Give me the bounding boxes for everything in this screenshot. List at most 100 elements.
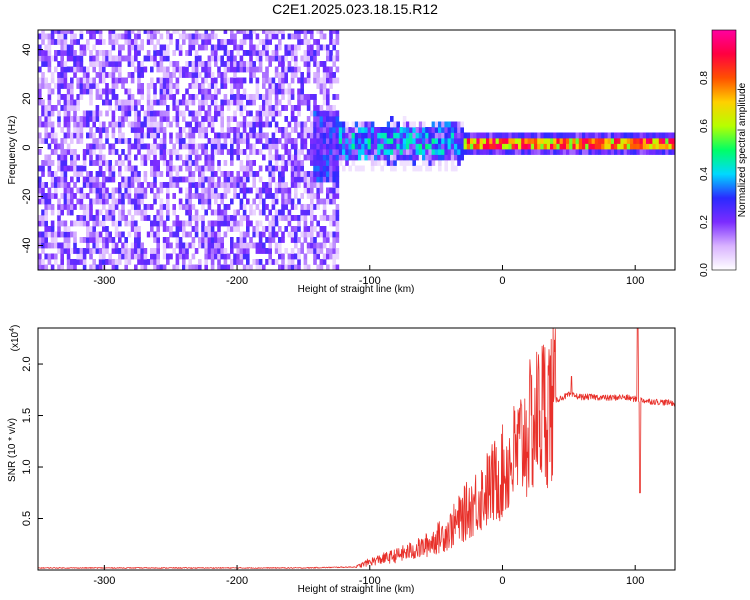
heatmap-cell: [108, 143, 112, 150]
heatmap-cell: [329, 121, 333, 128]
heatmap-cell: [73, 242, 77, 249]
heatmap-cell: [182, 99, 186, 106]
heatmap-cell: [310, 226, 314, 232]
heatmap-cell: [230, 55, 234, 62]
heatmap-cell: [127, 248, 132, 254]
heatmap-cell: [252, 99, 256, 106]
heatmap-cell: [297, 94, 301, 100]
heatmap-cell: [316, 220, 320, 227]
heatmap-cell: [297, 44, 301, 51]
heatmap-cell: [153, 215, 157, 221]
heatmap-cell: [111, 39, 116, 45]
heatmap-cell: [335, 182, 340, 188]
heatmap-cell: [178, 99, 183, 106]
heatmap-cell: [313, 121, 317, 128]
heatmap-cell: [319, 231, 324, 238]
heatmap-cell: [41, 72, 45, 78]
heatmap-cell: [198, 105, 202, 111]
heatmap-cell: [425, 143, 429, 150]
heatmap-cell: [82, 160, 87, 166]
heatmap-cell: [130, 99, 135, 106]
heatmap-cell: [409, 160, 413, 166]
heatmap-cell: [95, 171, 100, 177]
heatmap-cell: [47, 193, 52, 199]
heatmap-cell: [281, 165, 285, 172]
heatmap-cell: [66, 193, 71, 199]
heatmap-cell: [198, 193, 202, 199]
heatmap-cell: [303, 127, 308, 133]
heatmap-cell: [300, 138, 304, 144]
heatmap-cell: [156, 171, 160, 177]
heatmap-cell: [239, 237, 244, 243]
heatmap-cell: [588, 138, 592, 144]
heatmap-cell: [252, 66, 256, 73]
heatmap-cell: [524, 149, 528, 155]
heatmap-cell: [322, 237, 327, 243]
heatmap-cell: [114, 149, 119, 155]
heatmap-cell: [303, 39, 308, 45]
heatmap-cell: [450, 149, 455, 155]
heatmap-cell: [489, 143, 493, 150]
heatmap-cell: [175, 154, 180, 161]
heatmap-cell: [89, 209, 93, 216]
heatmap-cell: [204, 72, 208, 78]
heatmap-cell: [159, 116, 164, 122]
heatmap-cell: [124, 242, 128, 249]
heatmap-cell: [271, 88, 276, 95]
heatmap-cell: [255, 132, 260, 139]
heatmap-cell: [233, 176, 237, 183]
heatmap-cell: [60, 220, 64, 227]
heatmap-cell: [105, 99, 109, 106]
heatmap-cell: [102, 182, 106, 188]
heatmap-cell: [265, 30, 269, 34]
heatmap-cell: [316, 160, 320, 166]
heatmap-cell: [153, 132, 157, 139]
heatmap-cell: [310, 143, 314, 150]
heatmap-cell: [242, 61, 247, 67]
heatmap-cell: [214, 132, 218, 139]
heatmap-cell: [319, 61, 324, 67]
heatmap-cell: [89, 182, 93, 188]
heatmap-cell: [130, 105, 135, 111]
heatmap-cell: [444, 149, 448, 155]
heatmap-cell: [82, 264, 87, 270]
heatmap-cell: [169, 94, 173, 100]
heatmap-cell: [118, 127, 122, 133]
heatmap-cell: [198, 110, 202, 117]
heatmap-cell: [591, 138, 596, 144]
heatmap-cell: [182, 259, 186, 265]
heatmap-cell: [265, 204, 269, 210]
heatmap-cell: [134, 66, 138, 73]
heatmap-cell: [274, 30, 279, 34]
heatmap-cell: [70, 66, 74, 73]
heatmap-cell: [230, 127, 234, 133]
heatmap-cell: [79, 116, 84, 122]
heatmap-cell: [306, 44, 311, 51]
heatmap-cell: [92, 160, 96, 166]
heatmap-cell: [377, 132, 381, 139]
heatmap-cell: [412, 121, 416, 128]
heatmap-cell: [236, 193, 240, 199]
heatmap-cell: [121, 248, 125, 254]
heatmap-cell: [258, 220, 263, 227]
heatmap-cell: [169, 132, 173, 139]
heatmap-cell: [188, 121, 192, 128]
heatmap-cell: [274, 138, 279, 144]
heatmap-cell: [329, 39, 333, 45]
heatmap-cell: [38, 215, 42, 221]
heatmap-cell: [134, 242, 138, 249]
heatmap-cell: [290, 33, 295, 40]
heatmap-cell: [50, 264, 55, 270]
heatmap-cell: [124, 39, 128, 45]
heatmap-cell: [130, 198, 135, 205]
heatmap-cell: [137, 121, 141, 128]
heatmap-cell: [111, 187, 116, 194]
heatmap-cell: [233, 253, 237, 260]
heatmap-cell: [214, 61, 218, 67]
heatmap-cell: [178, 127, 183, 133]
heatmap-cell: [377, 149, 381, 155]
heatmap-cell: [300, 30, 304, 34]
heatmap-cell: [217, 226, 221, 232]
heatmap-cell: [332, 182, 336, 188]
y-tick-label: 0.5: [21, 511, 33, 526]
